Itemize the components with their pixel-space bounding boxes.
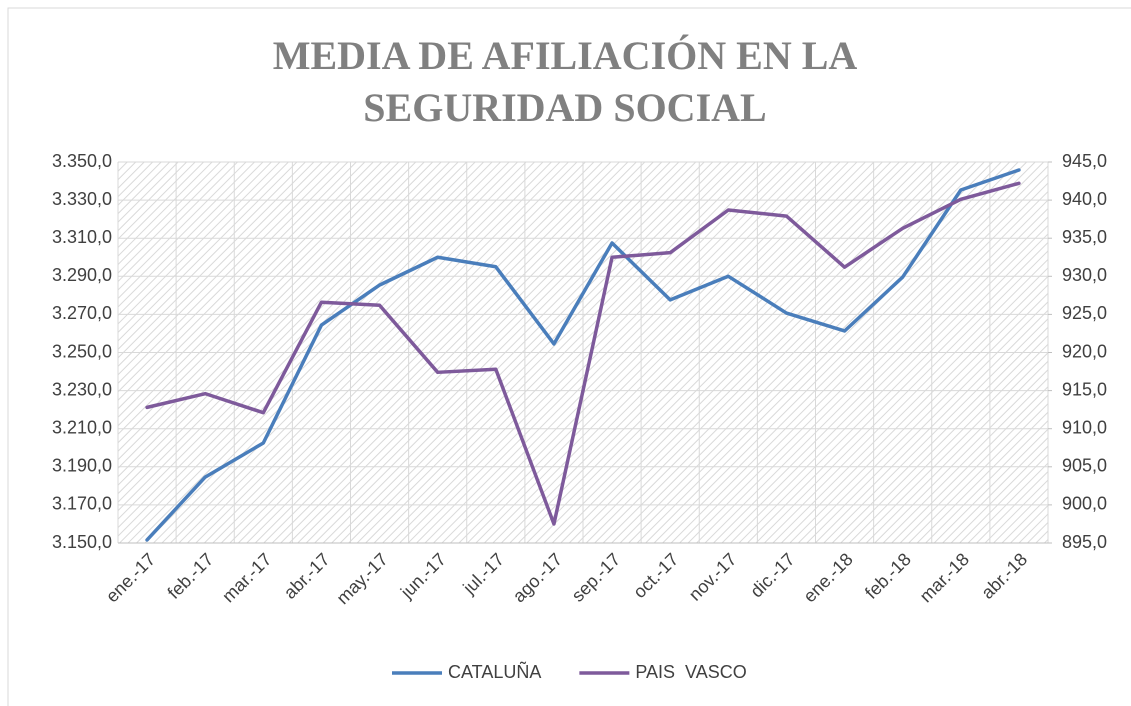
y2-tick-label: 920,0 xyxy=(1062,341,1107,361)
y-tick-label: 3.250,0 xyxy=(52,341,112,361)
y2-tick-label: 925,0 xyxy=(1062,303,1107,323)
x-tick-label: feb.-17 xyxy=(164,549,218,603)
data-line xyxy=(145,168,1021,542)
x-tick-label: ene.-17 xyxy=(102,549,159,606)
x-tick-label: may.-17 xyxy=(333,549,392,608)
y2-tick-label: 905,0 xyxy=(1062,456,1107,476)
x-tick-label: sep.-17 xyxy=(568,549,625,606)
y-tick-label: 3.150,0 xyxy=(52,532,112,552)
y2-tick-label: 940,0 xyxy=(1062,189,1107,209)
y-tick-label: 3.190,0 xyxy=(52,456,112,476)
x-tick-label: abr.-17 xyxy=(280,549,334,603)
y2-tick-label: 930,0 xyxy=(1062,265,1107,285)
legend-label: PAIS VASCO xyxy=(635,662,746,682)
y-tick-label: 3.290,0 xyxy=(52,265,112,285)
data-line xyxy=(145,181,1021,526)
legend-label: CATALUÑA xyxy=(448,661,541,682)
x-tick-label: ago.-17 xyxy=(509,549,566,606)
y2-tick-label: 910,0 xyxy=(1062,417,1107,437)
y-tick-label: 3.230,0 xyxy=(52,379,112,399)
y2-tick-label: 935,0 xyxy=(1062,227,1107,247)
x-tick-label: mar.-18 xyxy=(916,549,973,606)
x-tick-label: ene.-18 xyxy=(799,549,856,606)
x-tick-label: jun.-17 xyxy=(396,549,450,603)
x-tick-label: nov.-17 xyxy=(685,549,741,605)
y2-tick-label: 915,0 xyxy=(1062,379,1107,399)
x-tick-label: feb.-18 xyxy=(861,549,915,603)
y-tick-label: 3.170,0 xyxy=(52,494,112,514)
chart-title: MEDIA DE AFILIACIÓN EN LA SEGURIDAD SOCI… xyxy=(272,33,858,130)
y-tick-label: 3.270,0 xyxy=(52,303,112,323)
y2-tick-label: 945,0 xyxy=(1062,151,1107,171)
x-tick-label: jul.-17 xyxy=(458,549,508,599)
x-tick-label: mar.-17 xyxy=(218,549,275,606)
y2-tick-label: 895,0 xyxy=(1062,532,1107,552)
y-tick-label: 3.350,0 xyxy=(52,151,112,171)
x-tick-label: oct.-17 xyxy=(629,549,682,602)
y-tick-label: 3.210,0 xyxy=(52,417,112,437)
x-tick-label: abr.-18 xyxy=(977,549,1031,603)
y-tick-label: 3.310,0 xyxy=(52,227,112,247)
x-tick-label: dic.-17 xyxy=(746,549,798,601)
chart-frame xyxy=(7,7,1131,706)
y2-tick-label: 900,0 xyxy=(1062,494,1107,514)
y-tick-label: 3.330,0 xyxy=(52,189,112,209)
